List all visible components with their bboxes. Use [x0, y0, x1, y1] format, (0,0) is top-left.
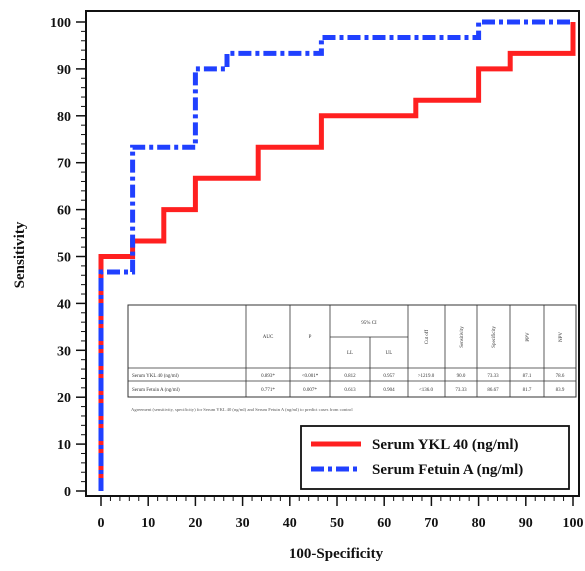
x-tick-label: 20: [188, 516, 202, 531]
svg-text:>1219.0: >1219.0: [418, 374, 435, 379]
y-axis-title: Sensitivity: [12, 221, 28, 288]
x-tick-label: 30: [236, 516, 250, 531]
svg-text:0.613: 0.613: [344, 388, 356, 393]
header-npv: NPV: [559, 332, 564, 342]
header-specificity: Specificity: [492, 326, 497, 348]
svg-text:0.771*: 0.771*: [261, 388, 275, 393]
table-note: Agreement (sensitivity, specificity) for…: [131, 407, 353, 413]
header-ci-ll: LL: [347, 351, 353, 356]
svg-text:73.33: 73.33: [455, 388, 467, 393]
y-tick-label: 0: [64, 485, 71, 500]
svg-text:86.67: 86.67: [487, 388, 499, 393]
stats-table: AUC P 95% CI LL UL Cut off Sensitivity S…: [127, 304, 577, 398]
svg-text:Serum YKL 40 (ng/ml): Serum YKL 40 (ng/ml): [132, 374, 179, 379]
y-tick-label: 50: [57, 251, 71, 266]
svg-text:90.0: 90.0: [457, 374, 466, 379]
svg-text:0.007*: 0.007*: [303, 388, 317, 393]
y-tick-label: 30: [57, 344, 71, 359]
header-sensitivity: Sensitivity: [460, 326, 465, 348]
table-row: Serum YKL 40 (ng/ml) 0.893* <0.001* 0.81…: [132, 374, 565, 379]
header-ppv: PPV: [526, 332, 531, 342]
legend-label-fetuin: Serum Fetuin A (ng/ml): [372, 462, 523, 478]
x-tick-label: 80: [472, 516, 486, 531]
y-tick-label: 10: [57, 438, 71, 453]
header-auc: AUC: [263, 335, 274, 340]
legend-label-ykl40: Serum YKL 40 (ng/ml): [372, 437, 519, 453]
table-row: Serum Fetuin A (ng/ml) 0.771* 0.007* 0.6…: [132, 388, 565, 393]
svg-text:78.6: 78.6: [556, 374, 565, 379]
ticks: 0 10 20 30 40 50 60 70 80 90 100 0 10 20 30 40 50 60 70 80 9…: [50, 16, 584, 531]
x-tick-label: 60: [377, 516, 391, 531]
y-tick-label: 100: [50, 16, 71, 31]
header-ci-ul: UL: [386, 351, 393, 356]
x-tick-label: 0: [98, 516, 105, 531]
table-frame: [127, 304, 577, 398]
header-p: P: [309, 335, 312, 340]
y-tick-label: 90: [57, 63, 71, 78]
svg-text:83.9: 83.9: [556, 388, 565, 393]
legend-frame: [300, 425, 570, 490]
svg-text:Serum Fetuin A (ng/ml): Serum Fetuin A (ng/ml): [132, 388, 180, 393]
x-tick-label: 90: [519, 516, 533, 531]
header-cutoff: Cut off: [425, 330, 430, 345]
y-tick-label: 40: [57, 297, 71, 312]
svg-text:<136.0: <136.0: [419, 388, 434, 393]
x-tick-label: 10: [141, 516, 155, 531]
series: [98, 19, 576, 491]
svg-text:0.957: 0.957: [383, 374, 395, 379]
y-tick-label: 70: [57, 157, 71, 172]
y-tick-label: 20: [57, 391, 71, 406]
series-line-ykl40: [98, 22, 576, 491]
x-tick-label: 70: [424, 516, 438, 531]
x-tick-label: 40: [283, 516, 297, 531]
svg-text:73.33: 73.33: [487, 374, 499, 379]
plot-frame: [85, 10, 580, 497]
header-ci: 95% CI: [361, 321, 377, 326]
x-tick-label: 50: [330, 516, 344, 531]
svg-text:0.904: 0.904: [383, 388, 395, 393]
x-axis-title: 100-Specificity: [289, 546, 384, 562]
y-tick-label: 80: [57, 110, 71, 125]
svg-text:0.893*: 0.893*: [261, 374, 275, 379]
legend: Serum YKL 40 (ng/ml) Serum Fetuin A (ng/…: [300, 425, 570, 490]
series-line-fetuin: [98, 19, 573, 491]
svg-text:81.7: 81.7: [523, 388, 532, 393]
svg-text:87.1: 87.1: [523, 374, 532, 379]
y-tick-label: 60: [57, 204, 71, 219]
svg-text:0.812: 0.812: [344, 374, 356, 379]
x-tick-label: 100: [563, 516, 584, 531]
svg-text:<0.001*: <0.001*: [302, 374, 319, 379]
